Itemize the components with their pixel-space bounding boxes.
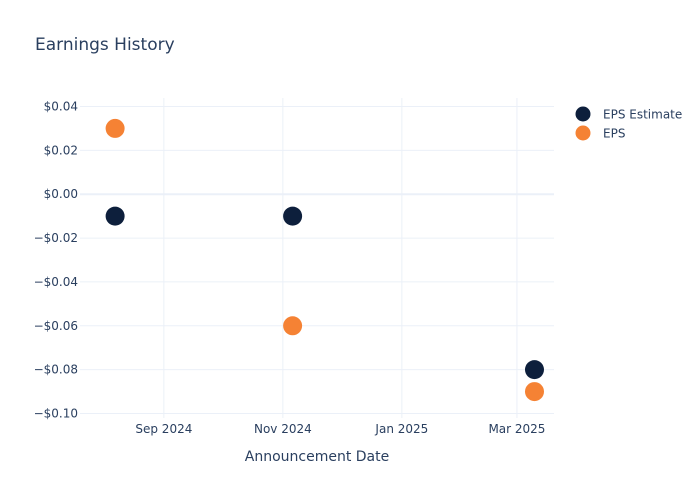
- eps-estimate-point[interactable]: [105, 206, 125, 226]
- chart-title: Earnings History: [35, 35, 175, 55]
- y-tick-label: −$0.08: [34, 363, 78, 377]
- x-tick-label: Sep 2024: [135, 422, 192, 436]
- legend-label[interactable]: EPS Estimate: [603, 108, 682, 122]
- data-points: [105, 118, 544, 402]
- y-tick-label: −$0.04: [34, 275, 78, 289]
- x-axis-ticks: Sep 2024 Nov 2024 Jan 2025 Mar 2025: [135, 422, 545, 436]
- eps-point[interactable]: [524, 382, 544, 402]
- legend-label[interactable]: EPS: [603, 127, 625, 141]
- y-tick-label: $0.02: [44, 143, 78, 157]
- y-tick-label: −$0.06: [34, 319, 78, 333]
- y-tick-label: $0.00: [44, 187, 78, 201]
- eps-point[interactable]: [283, 316, 303, 336]
- x-tick-label: Mar 2025: [488, 422, 545, 436]
- y-tick-label: −$0.10: [34, 407, 78, 421]
- legend-marker[interactable]: [575, 106, 591, 122]
- x-axis-title: Announcement Date: [245, 449, 389, 465]
- x-tick-label: Jan 2025: [374, 422, 428, 436]
- eps-point[interactable]: [105, 118, 125, 138]
- y-tick-label: −$0.02: [34, 231, 78, 245]
- legend-marker[interactable]: [575, 125, 591, 141]
- x-tick-label: Nov 2024: [254, 422, 312, 436]
- grid-layer: [80, 98, 554, 418]
- eps-estimate-point[interactable]: [283, 206, 303, 226]
- legend: EPS Estimate EPS: [575, 106, 682, 141]
- eps-estimate-point[interactable]: [524, 360, 544, 380]
- y-tick-label: $0.04: [44, 100, 78, 114]
- y-axis-ticks: $0.04 $0.02 $0.00 −$0.02 −$0.04 −$0.06 −$0.08 −…: [34, 100, 78, 421]
